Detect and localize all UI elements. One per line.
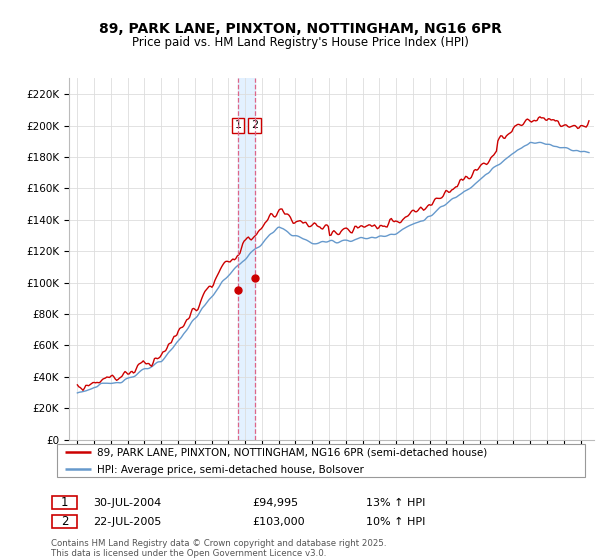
Text: 30-JUL-2004: 30-JUL-2004 <box>93 498 161 508</box>
Text: 89, PARK LANE, PINXTON, NOTTINGHAM, NG16 6PR (semi-detached house): 89, PARK LANE, PINXTON, NOTTINGHAM, NG16… <box>97 448 487 458</box>
Text: 89, PARK LANE, PINXTON, NOTTINGHAM, NG16 6PR: 89, PARK LANE, PINXTON, NOTTINGHAM, NG16… <box>98 22 502 36</box>
Text: £94,995: £94,995 <box>252 498 298 508</box>
Text: 1: 1 <box>61 496 68 510</box>
Text: 22-JUL-2005: 22-JUL-2005 <box>93 517 161 527</box>
Text: 2: 2 <box>61 515 68 529</box>
Text: 10% ↑ HPI: 10% ↑ HPI <box>366 517 425 527</box>
Text: Price paid vs. HM Land Registry's House Price Index (HPI): Price paid vs. HM Land Registry's House … <box>131 36 469 49</box>
Text: £103,000: £103,000 <box>252 517 305 527</box>
Text: 2: 2 <box>251 120 258 130</box>
Text: 13% ↑ HPI: 13% ↑ HPI <box>366 498 425 508</box>
Bar <box>238 78 254 440</box>
Text: HPI: Average price, semi-detached house, Bolsover: HPI: Average price, semi-detached house,… <box>97 465 364 475</box>
Text: 1: 1 <box>235 120 242 130</box>
Text: Contains HM Land Registry data © Crown copyright and database right 2025.
This d: Contains HM Land Registry data © Crown c… <box>51 539 386 558</box>
